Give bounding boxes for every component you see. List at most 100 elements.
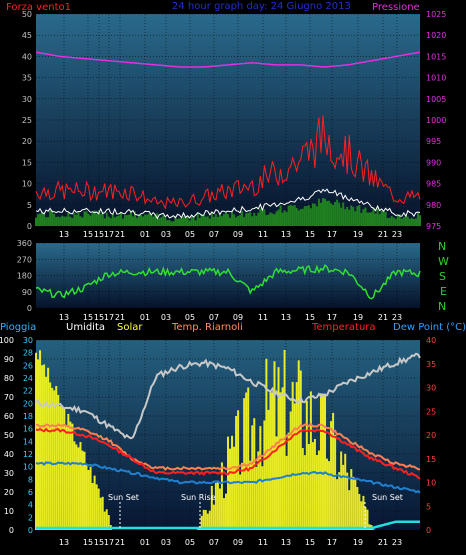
temperature-line	[35, 427, 421, 480]
x-tick-label: 17	[327, 538, 337, 547]
wind-tick-label: 50	[22, 10, 32, 19]
compass-n2: N	[438, 300, 446, 313]
x-tick-label: 21	[378, 313, 388, 322]
x-tick-label: 03	[161, 313, 171, 322]
compass-e: E	[440, 285, 447, 298]
rain-tick-label: 30	[23, 336, 33, 345]
compass-s: S	[439, 270, 446, 283]
rain-tick-label: 26	[23, 361, 33, 370]
wind-tick-label: 25	[22, 116, 32, 125]
x-tick-label: 13	[59, 313, 69, 322]
rain-tick-label: 0	[28, 526, 33, 535]
compass-n: N	[438, 240, 446, 253]
x-tick-label: 15	[83, 313, 93, 322]
x-tick-label: 23	[392, 230, 402, 239]
wind-direction-line	[35, 263, 421, 300]
x-tick-label: 15	[94, 538, 104, 547]
humidity-tick-label: 30	[4, 469, 14, 478]
pressure-line	[35, 51, 421, 68]
x-tick-label: 01	[140, 230, 150, 239]
wind-tick-label: 30	[22, 95, 32, 104]
humidity-tick-label: 20	[4, 488, 14, 497]
x-tick-label: 19	[353, 230, 363, 239]
direction-tick-label: 180	[17, 272, 32, 281]
pressure-tick-label: 975	[426, 222, 441, 231]
rain-line	[36, 520, 420, 530]
temp-tick-label: 25	[426, 407, 436, 416]
rain-tick-label: 24	[23, 374, 33, 383]
x-tick-label: 21	[115, 538, 125, 547]
wind-tick-label: 15	[22, 158, 32, 167]
x-tick-label: 19	[353, 313, 363, 322]
pressure-tick-label: 995	[426, 137, 441, 146]
direction-tick-label: 0	[27, 304, 32, 313]
pressure-tick-label: 1015	[426, 52, 446, 61]
x-tick-label: 13	[281, 230, 291, 239]
humidity-tick-label: 10	[4, 507, 14, 516]
temp-tick-label: 0	[426, 526, 431, 535]
sun-set-label-2: Sun Set	[372, 493, 403, 502]
heat-index-line	[35, 422, 421, 472]
pressure-tick-label: 1010	[426, 74, 446, 83]
top-panel-grid	[36, 13, 420, 227]
direction-tick-label: 270	[17, 255, 32, 264]
x-tick-label: 17	[104, 230, 114, 239]
temp-tick-label: 15	[426, 455, 436, 464]
rain-tick-label: 4	[28, 501, 33, 510]
temp-tick-label: 5	[426, 502, 431, 511]
wind-tick-label: 0	[27, 222, 32, 231]
graph-title: 24 hour graph day: 24 Giugno 2013	[172, 1, 351, 12]
x-tick-label: 21	[115, 313, 125, 322]
top-panel-series	[35, 51, 421, 226]
dew-point-line	[35, 461, 421, 494]
rain-label: Pioggia	[0, 322, 36, 333]
wind-force-label: Forza vento1	[6, 2, 71, 13]
rain-tick-label: 12	[23, 450, 33, 459]
x-tick-label: 05	[185, 313, 195, 322]
x-tick-label: 23	[392, 538, 402, 547]
wind-tick-label: 35	[22, 74, 32, 83]
solar-label: Solar	[117, 322, 143, 333]
x-tick-label: 23	[392, 313, 402, 322]
humidity-tick-label: 60	[4, 412, 14, 421]
wind-direction-grid	[36, 242, 420, 309]
rain-tick-label: 20	[23, 399, 33, 408]
bottom-panel-series	[35, 350, 421, 530]
wind-direction-series	[35, 263, 421, 300]
pressure-tick-label: 990	[426, 158, 441, 167]
x-tick-label: 13	[281, 538, 291, 547]
rain-tick-label: 16	[23, 425, 33, 434]
x-tick-label: 05	[185, 230, 195, 239]
x-tick-label: 21	[378, 230, 388, 239]
x-tick-label: 15	[305, 313, 315, 322]
pressure-tick-label: 1020	[426, 31, 446, 40]
dew-point-label: Dew Point (°C)	[393, 322, 466, 333]
direction-tick-label: 90	[22, 288, 32, 297]
x-tick-label: 21	[378, 538, 388, 547]
x-tick-label: 11	[258, 538, 268, 547]
x-tick-label: 15	[83, 230, 93, 239]
humidity-tick-label: 70	[4, 393, 14, 402]
humidity-label: Umidita	[66, 322, 105, 333]
humidity-tick-label: 50	[4, 431, 14, 440]
x-tick-label: 09	[233, 538, 243, 547]
rain-tick-label: 18	[23, 412, 33, 421]
pressure-tick-label: 1025	[426, 10, 446, 19]
humidity-tick-label: 0	[9, 526, 14, 535]
humidity-tick-label: 40	[4, 450, 14, 459]
rain-tick-label: 10	[23, 463, 33, 472]
rain-tick-label: 22	[23, 387, 33, 396]
wind-tick-label: 10	[22, 180, 32, 189]
temperature-label: Temperatura	[311, 322, 376, 333]
x-tick-label: 17	[104, 538, 114, 547]
x-tick-label: 11	[258, 230, 268, 239]
pressure-tick-label: 980	[426, 201, 441, 210]
x-tick-label: 19	[353, 538, 363, 547]
x-tick-label: 17	[327, 230, 337, 239]
pressure-tick-label: 1005	[426, 95, 446, 104]
x-tick-label: 13	[59, 538, 69, 547]
wind-avg-line	[35, 188, 421, 220]
x-tick-label: 17	[104, 313, 114, 322]
x-tick-label: 09	[233, 230, 243, 239]
